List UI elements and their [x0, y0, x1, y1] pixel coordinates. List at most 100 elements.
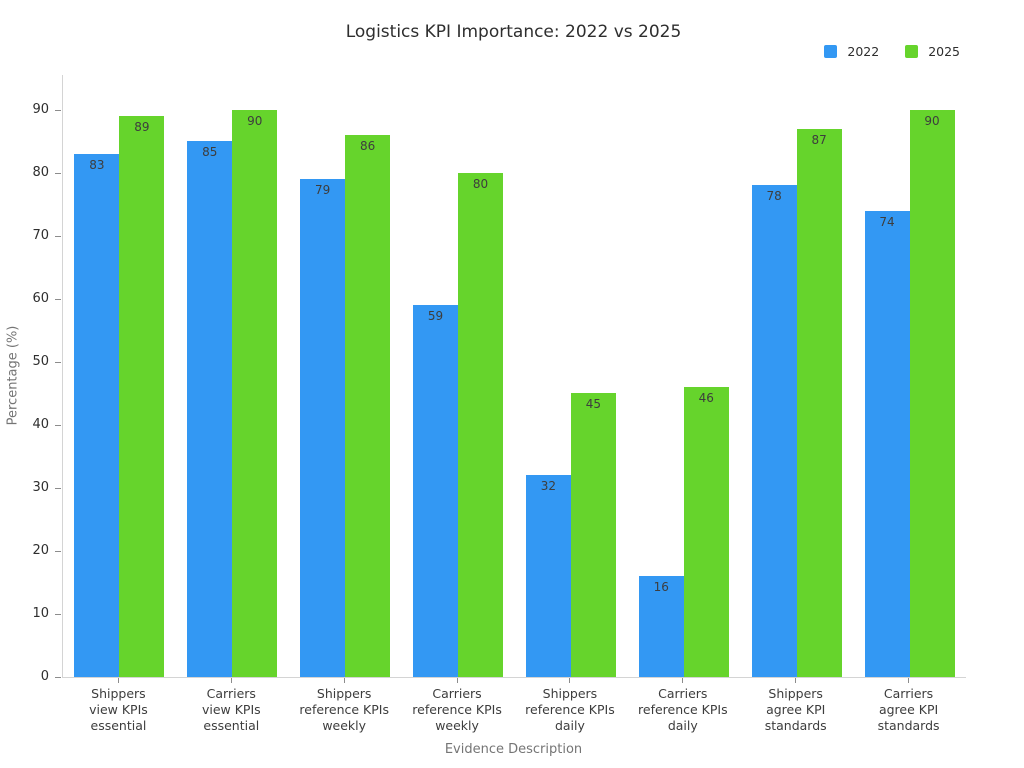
x-tick-mark — [682, 678, 684, 683]
legend-swatch-icon — [905, 45, 919, 58]
bar-group-1: 83 89 — [63, 75, 176, 677]
y-tick-mark — [55, 613, 61, 615]
y-tick: 0 — [0, 669, 61, 684]
y-tick-label: 20 — [32, 542, 49, 558]
x-tick-label-line: reference KPIs — [412, 702, 502, 717]
y-tick-label: 30 — [32, 479, 49, 495]
bar-2025-shippers-reference-kpis-weekly: 86 — [345, 134, 391, 677]
y-tick-mark — [55, 235, 61, 237]
x-tick-label-line: daily — [667, 718, 698, 733]
bar-2025-shippers-view-kpis-essential: 89 — [119, 115, 165, 677]
y-tick: 40 — [0, 417, 61, 432]
bar-value-label: 83 — [89, 157, 105, 172]
bar-value-label: 90 — [247, 113, 263, 128]
bar-value-label: 46 — [698, 391, 714, 406]
bar-2022-carriers-agree-kpi-standards: 74 — [864, 210, 910, 677]
x-tick-label: Shippers reference KPIs weekly — [288, 678, 401, 734]
x-tick-label-line: Shippers — [316, 686, 372, 701]
bar-group-3: 79 86 — [289, 75, 402, 677]
y-tick-label: 50 — [32, 353, 49, 369]
bar-value-label: 85 — [202, 145, 218, 160]
bar-value-label: 45 — [585, 397, 602, 412]
bar-value-label: 90 — [924, 113, 940, 128]
legend: 2022 2025 — [824, 44, 960, 59]
bar-2022-shippers-reference-kpis-daily: 32 — [525, 475, 571, 677]
y-tick-mark — [55, 172, 61, 174]
bar-value-label: 32 — [540, 479, 557, 494]
y-tick-label: 40 — [32, 416, 49, 432]
y-tick-label: 90 — [32, 101, 49, 117]
bar-value-label: 16 — [653, 580, 669, 595]
y-tick-label: 80 — [32, 164, 49, 180]
x-axis-title: Evidence Description — [444, 742, 583, 757]
x-tick-label: Carriers agree KPI standards — [852, 678, 965, 734]
x-tick-label-line: standards — [877, 718, 940, 733]
y-tick: 20 — [0, 543, 61, 558]
bar-2022-carriers-view-kpis-essential: 85 — [187, 141, 233, 677]
x-tick-label-line: weekly — [435, 718, 479, 733]
x-tick-label-line: view KPIs — [89, 702, 148, 717]
bar-value-label: 59 — [427, 309, 444, 324]
x-tick-label-line: Shippers — [542, 686, 598, 701]
bar-2025-carriers-reference-kpis-daily: 46 — [683, 387, 729, 677]
x-tick-label-line: reference KPIs — [525, 702, 615, 717]
bar-2025-carriers-view-kpis-essential: 90 — [232, 109, 278, 677]
y-tick-mark — [55, 550, 61, 552]
y-tick-mark — [55, 677, 61, 678]
x-tick-label-line: standards — [764, 718, 827, 733]
x-tick-label-line: essential — [90, 718, 147, 733]
chart-title: Logistics KPI Importance: 2022 vs 2025 — [345, 22, 682, 42]
bar-2025-shippers-reference-kpis-daily: 45 — [570, 393, 616, 677]
bar-2022-carriers-reference-kpis-weekly: 59 — [413, 305, 459, 677]
bar-value-label: 86 — [360, 138, 376, 153]
x-tick-label-line: Carriers — [883, 686, 934, 701]
bar-group-7: 78 87 — [740, 75, 853, 677]
x-tick-mark — [795, 678, 797, 683]
x-tick-mark — [230, 678, 232, 683]
x-tick-label-line: Carriers — [206, 686, 256, 701]
x-tick-label-line: reference KPIs — [638, 702, 728, 717]
y-tick: 80 — [0, 165, 61, 180]
bar-value-label: 78 — [766, 189, 782, 204]
bar-2022-shippers-agree-kpi-standards: 78 — [751, 185, 797, 677]
bar-2025-carriers-reference-kpis-weekly: 80 — [458, 172, 504, 677]
y-tick-mark — [55, 109, 61, 111]
x-tick-label-line: agree KPI — [878, 702, 939, 717]
legend-item-2025: 2025 — [905, 44, 960, 59]
bar-2022-shippers-view-kpis-essential: 83 — [74, 153, 120, 677]
x-tick-mark — [569, 678, 571, 683]
bar-group-8: 74 90 — [853, 75, 966, 677]
bar-value-label: 87 — [811, 132, 827, 147]
bar-group-5: 32 45 — [515, 75, 628, 677]
bar-group-2: 85 90 — [176, 75, 289, 677]
y-tick: 60 — [0, 291, 61, 306]
x-tick-label: Carriers reference KPIs weekly — [401, 678, 514, 734]
x-tick-label-line: daily — [554, 718, 585, 733]
x-tick-mark — [456, 678, 458, 683]
y-tick-label: 70 — [32, 227, 49, 243]
y-tick-label: 60 — [32, 290, 49, 306]
bar-group-4: 59 80 — [402, 75, 515, 677]
legend-label: 2022 — [847, 44, 880, 59]
bar-2022-carriers-reference-kpis-daily: 16 — [638, 576, 684, 677]
y-tick-label: 0 — [40, 669, 49, 684]
x-tick-mark — [908, 678, 910, 683]
legend-label: 2025 — [928, 44, 960, 59]
y-tick-mark — [55, 487, 61, 489]
bar-value-label: 74 — [879, 214, 895, 229]
x-tick-label-line: Shippers — [91, 686, 146, 701]
x-tick-label-line: weekly — [322, 718, 367, 733]
x-tick-label: Carriers view KPIs essential — [175, 678, 288, 734]
x-tick-label-line: reference KPIs — [299, 702, 389, 717]
x-axis-ticks: Shippers view KPIs essential Carriers view K… — [62, 678, 965, 734]
x-tick-mark — [117, 678, 119, 683]
x-tick-label: Carriers reference KPIs daily — [626, 678, 739, 734]
y-tick: 50 — [0, 354, 61, 369]
x-tick-label-line: Shippers — [768, 686, 823, 701]
x-tick-label: Shippers reference KPIs daily — [514, 678, 627, 734]
bar-value-label: 80 — [472, 176, 489, 191]
y-tick: 70 — [0, 228, 61, 243]
y-axis-title: Percentage (%) — [5, 325, 21, 426]
x-tick-label-line: view KPIs — [201, 702, 261, 717]
bar-2022-shippers-reference-kpis-weekly: 79 — [300, 179, 346, 677]
